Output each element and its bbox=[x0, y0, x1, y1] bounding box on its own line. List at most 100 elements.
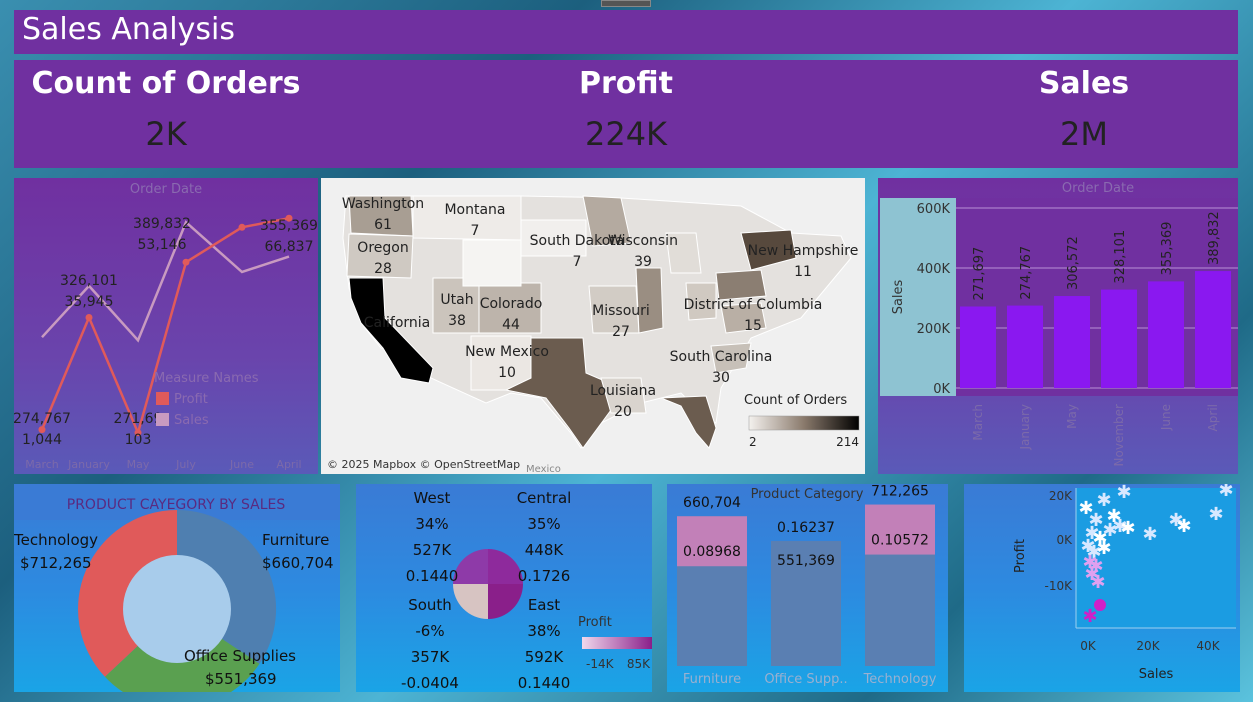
map-state-value: 39 bbox=[634, 254, 652, 270]
category-bar[interactable] bbox=[771, 541, 841, 666]
bar-category-tick: May bbox=[1065, 404, 1079, 429]
bar-value-label: 355,369 bbox=[1160, 222, 1175, 276]
sales-bar[interactable] bbox=[960, 306, 996, 388]
profit-point[interactable] bbox=[85, 314, 93, 321]
scatter-point[interactable]: ✱ bbox=[1096, 490, 1111, 511]
category-top-label: 712,265 bbox=[871, 484, 929, 500]
scatter-point[interactable]: ✱ bbox=[1096, 538, 1111, 559]
scatter-point[interactable]: ✱ bbox=[1176, 516, 1191, 537]
profit-point[interactable] bbox=[285, 214, 293, 222]
scatter-point[interactable]: ✱ bbox=[1120, 518, 1135, 539]
pie-east[interactable] bbox=[488, 584, 523, 619]
scatter-point[interactable]: ✱ bbox=[1218, 484, 1233, 501]
map-state-name: Louisiana bbox=[590, 383, 656, 399]
state-south-carolina[interactable] bbox=[710, 342, 752, 374]
state-ohio[interactable] bbox=[685, 282, 717, 321]
profit-line bbox=[40, 216, 290, 437]
profit-point[interactable] bbox=[182, 258, 190, 266]
profit-point[interactable] bbox=[238, 223, 246, 231]
scatter-point[interactable]: ✱ bbox=[1088, 556, 1103, 577]
pie-central[interactable] bbox=[488, 549, 523, 584]
scatter-point[interactable]: ✱ bbox=[1208, 504, 1223, 525]
scatter-point[interactable]: ✱ bbox=[1112, 516, 1127, 537]
map-state-value: 7 bbox=[471, 223, 480, 239]
state-oregon[interactable] bbox=[346, 233, 414, 279]
scatter-point[interactable]: ✱ bbox=[1116, 484, 1131, 503]
scatter-xlabel: Sales bbox=[1139, 667, 1174, 682]
profit-point[interactable] bbox=[134, 429, 142, 437]
scatter-point[interactable]: ✱ bbox=[1092, 528, 1107, 549]
profit-label-0: 1,044 bbox=[22, 432, 62, 448]
legend-profit[interactable]: Profit bbox=[174, 392, 208, 407]
legend-title: Measure Names bbox=[154, 371, 259, 386]
region-legend-min: -14K bbox=[586, 657, 615, 671]
scatter-point[interactable]: ✱ bbox=[1106, 506, 1121, 527]
scatter-point[interactable]: ✱ bbox=[1082, 552, 1097, 573]
bar-ylabel: Sales bbox=[891, 279, 906, 314]
category-inner-label: 551,369 bbox=[777, 553, 835, 569]
donut-value-technology: $712,265 bbox=[20, 554, 92, 572]
sales-bar[interactable] bbox=[1148, 281, 1184, 388]
scatter-point[interactable]: ✱ bbox=[1078, 498, 1093, 519]
pie-south[interactable] bbox=[453, 584, 488, 619]
scatter-point[interactable]: ✱ bbox=[1084, 564, 1099, 585]
scatter-point[interactable]: ✱ bbox=[1168, 510, 1183, 531]
map-panel[interactable]: Washington 61 Montana 7 Oregon 28 South Dakota… bbox=[321, 178, 865, 474]
scatter-point[interactable]: ✱ bbox=[1090, 572, 1105, 593]
scatter-point[interactable]: ✱ bbox=[1086, 542, 1101, 563]
scatter-point[interactable]: ✱ bbox=[1088, 510, 1103, 531]
bar-ytick: 0K bbox=[933, 382, 950, 397]
us-map[interactable]: Washington 61 Montana 7 Oregon 28 South Dakota… bbox=[321, 178, 865, 474]
map-state-name: Colorado bbox=[480, 296, 543, 312]
sales-bar[interactable] bbox=[1101, 289, 1137, 388]
map-state-value: 7 bbox=[573, 254, 582, 270]
scatter-point[interactable] bbox=[1094, 599, 1106, 611]
scatter-chart: Profit Sales 20K 0K -10K 0K 20K 40K ✱✱✱✱… bbox=[1013, 484, 1236, 682]
sales-bar[interactable] bbox=[1007, 305, 1043, 388]
state-texas[interactable] bbox=[504, 337, 622, 449]
sales-bar[interactable] bbox=[1195, 271, 1231, 388]
bar-axis-panel bbox=[880, 198, 956, 396]
state-wisconsin[interactable] bbox=[582, 195, 632, 247]
map-state-name: South Carolina bbox=[670, 349, 773, 365]
scatter-point[interactable]: ✱ bbox=[1080, 536, 1095, 557]
line-month-tick: May bbox=[127, 458, 150, 471]
sales-bar[interactable] bbox=[1054, 296, 1090, 388]
map-state-value: 38 bbox=[448, 313, 466, 329]
state-florida[interactable] bbox=[660, 395, 717, 449]
scatter-point[interactable]: ✱ bbox=[1102, 520, 1117, 541]
map-legend-max: 214 bbox=[836, 435, 859, 449]
map-attribution[interactable]: © 2025 Mapbox © OpenStreetMap bbox=[327, 458, 520, 471]
map-legend-scale bbox=[748, 415, 860, 431]
line-month-tick: March bbox=[25, 458, 59, 471]
scatter-point[interactable]: ✱ bbox=[1142, 524, 1157, 545]
map-state-name: Wisconsin bbox=[608, 233, 678, 249]
state-pennsylvania[interactable] bbox=[715, 269, 767, 301]
state-virginia[interactable] bbox=[720, 302, 767, 334]
scatter-ytick-0: 20K bbox=[1049, 489, 1073, 503]
map-state-value: 20 bbox=[614, 404, 632, 420]
state-california[interactable] bbox=[348, 277, 434, 384]
state-wyoming[interactable] bbox=[462, 239, 522, 287]
top-handle[interactable] bbox=[601, 0, 651, 7]
state-illinois[interactable] bbox=[635, 267, 664, 334]
profit-point[interactable] bbox=[38, 426, 46, 434]
scatter-point[interactable]: ✱ bbox=[1084, 523, 1099, 544]
category-tick: Technology bbox=[863, 672, 937, 687]
scatter-xtick-1: 20K bbox=[1136, 639, 1160, 653]
bar-value-label: 306,572 bbox=[1066, 236, 1081, 290]
region-quadrant-text: 34% bbox=[415, 515, 448, 533]
state-michigan[interactable] bbox=[665, 232, 702, 274]
category-title: Product Category bbox=[751, 487, 864, 502]
page-title: Sales Analysis bbox=[22, 12, 235, 47]
bar-value-label: 328,101 bbox=[1113, 230, 1128, 284]
sales-label-0: 274,767 bbox=[14, 411, 71, 427]
bar-value-label: 389,832 bbox=[1207, 211, 1222, 265]
legend-sales[interactable]: Sales bbox=[174, 413, 209, 428]
map-mexico-label: Mexico bbox=[526, 464, 561, 474]
scatter-point[interactable]: ✱ bbox=[1082, 606, 1097, 627]
state-louisiana[interactable] bbox=[600, 377, 647, 414]
pie-west[interactable] bbox=[453, 549, 488, 584]
map-state-value: 30 bbox=[712, 370, 730, 386]
state-new-york[interactable] bbox=[740, 229, 797, 271]
